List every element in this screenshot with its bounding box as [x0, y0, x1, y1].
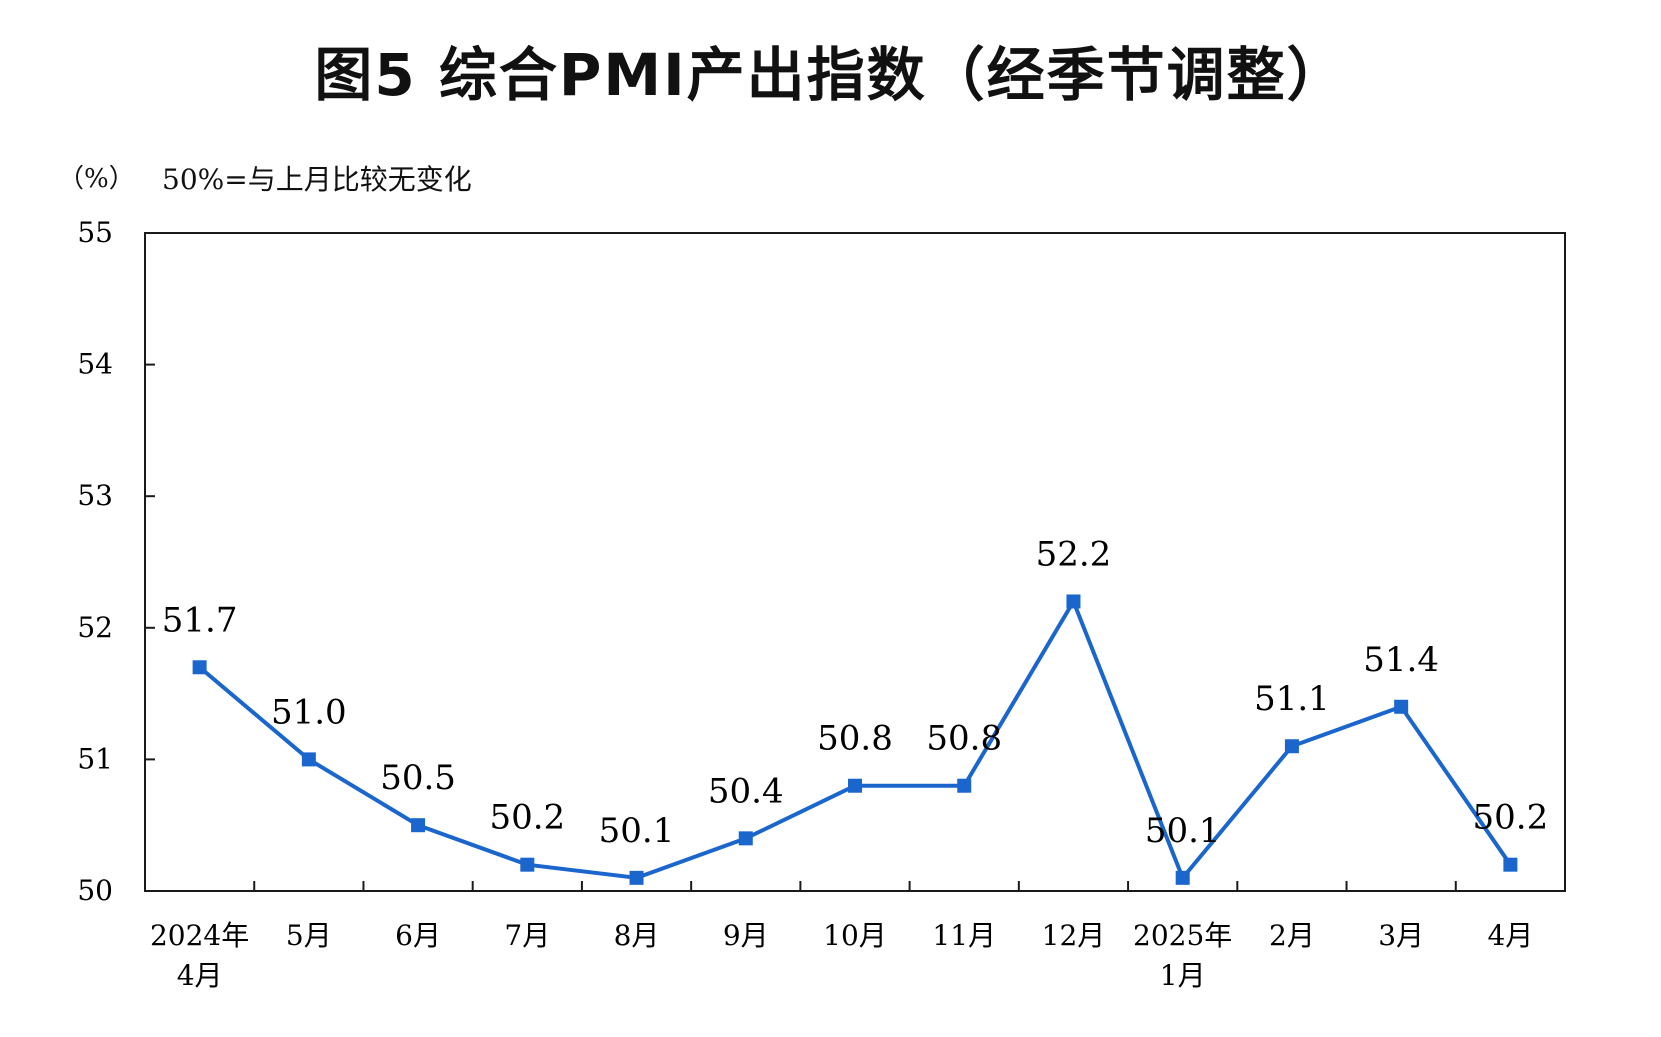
y-tick-label: 50	[77, 874, 113, 907]
data-label: 50.1	[1145, 811, 1221, 851]
data-labels: 51.7 51.0 50.5 50.2 50.1 50.4 50.8 50.8 52.2 50.1…	[162, 534, 1548, 850]
data-point	[1066, 594, 1081, 609]
data-label: 50.1	[599, 811, 675, 851]
x-tick-label: 4月	[177, 959, 223, 992]
x-tick-label: 8月	[614, 919, 660, 952]
chart-title: 图5 综合PMI产出指数（经季节调整）	[314, 41, 1347, 109]
y-axis-unit: （%）	[58, 164, 135, 194]
x-tick-label: 1月	[1160, 959, 1206, 992]
data-point	[1284, 739, 1299, 754]
data-point	[411, 818, 426, 833]
x-tick-label: 6月	[395, 919, 441, 952]
data-point	[848, 778, 862, 793]
y-tick-label: 54	[77, 348, 113, 381]
x-tick-label: 9月	[723, 919, 769, 952]
data-label: 52.2	[1036, 534, 1112, 574]
y-tick-label: 52	[77, 611, 113, 644]
data-point	[301, 752, 316, 767]
data-label: 50.8	[817, 719, 893, 759]
x-tick-label: 12月	[1042, 919, 1106, 952]
data-label: 51.1	[1254, 679, 1330, 719]
data-label: 51.4	[1363, 640, 1439, 680]
reference-line-note: 50%=与上月比较无变化	[162, 163, 472, 196]
data-point	[520, 857, 535, 872]
x-tick-label: 2月	[1269, 919, 1315, 952]
y-tick-label: 55	[77, 216, 113, 249]
x-tick-label: 2024年	[150, 919, 249, 952]
data-label: 51.0	[271, 692, 347, 732]
y-axis: 50 51 52 53 54 55	[77, 216, 155, 907]
data-label: 50.2	[489, 798, 565, 838]
data-label: 50.2	[1473, 798, 1549, 838]
data-point	[1175, 870, 1190, 885]
data-point	[1394, 699, 1409, 714]
y-tick-label: 53	[77, 479, 113, 512]
x-tick-label: 11月	[932, 919, 996, 952]
y-tick-label: 51	[77, 742, 113, 775]
x-axis: 2024年 4月 5月 6月 7月 8月 9月 10月 11月 12月 2025年 1月 2月 3月 4月	[150, 881, 1533, 992]
data-point	[1503, 857, 1518, 872]
x-tick-label: 7月	[504, 919, 550, 952]
data-point	[192, 660, 207, 675]
data-point	[629, 870, 644, 885]
x-tick-label: 10月	[823, 919, 887, 952]
data-label: 50.5	[380, 758, 456, 798]
data-point	[738, 831, 753, 846]
x-tick-label: 2025年	[1133, 919, 1232, 952]
series-markers	[192, 594, 1518, 885]
x-tick-label: 3月	[1378, 919, 1424, 952]
x-tick-label: 4月	[1487, 919, 1533, 952]
data-point	[957, 778, 972, 793]
plot-frame	[144, 232, 1566, 892]
x-tick-label: 5月	[286, 919, 332, 952]
data-label: 50.8	[926, 719, 1002, 759]
data-label: 51.7	[162, 600, 238, 640]
data-label: 50.4	[708, 771, 784, 811]
